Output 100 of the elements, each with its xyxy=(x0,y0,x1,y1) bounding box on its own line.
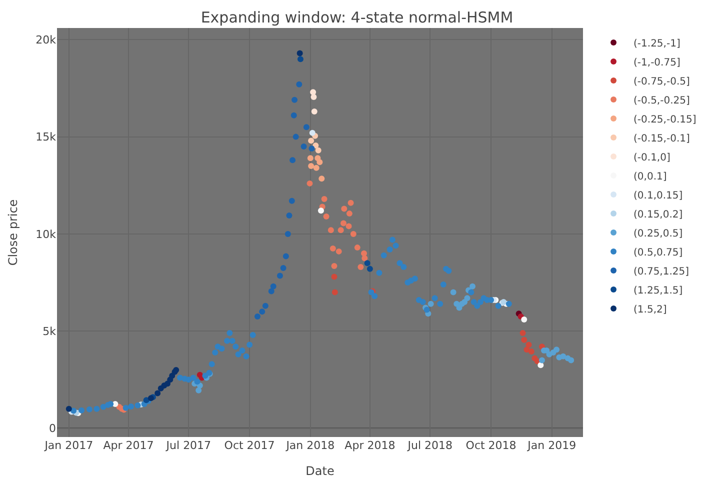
x-tick-label: Jan 2019 xyxy=(526,439,576,452)
point xyxy=(526,342,532,348)
point xyxy=(309,130,316,136)
point xyxy=(292,134,299,140)
point xyxy=(66,406,72,412)
point xyxy=(196,382,203,389)
point xyxy=(330,246,336,252)
point xyxy=(364,260,370,266)
legend-label: (-1,-0.75] xyxy=(634,57,680,68)
legend-label: (-0.1,0] xyxy=(634,152,670,164)
point xyxy=(366,266,373,272)
point xyxy=(296,50,303,56)
point xyxy=(282,253,289,260)
point xyxy=(310,94,317,100)
legend-label: (-0.15,-0.1] xyxy=(634,133,690,144)
point xyxy=(290,157,296,164)
point xyxy=(308,145,315,152)
point xyxy=(154,390,161,396)
x-tick-label: Oct 2018 xyxy=(466,439,516,452)
point xyxy=(254,314,260,320)
point xyxy=(262,302,268,309)
point xyxy=(331,263,338,270)
point xyxy=(308,162,314,169)
point xyxy=(338,227,344,234)
x-tick-label: Jul 2018 xyxy=(406,439,453,452)
legend-label: (0.15,0.2] xyxy=(634,209,683,220)
legend-label: (-0.75,-0.5] xyxy=(634,76,690,88)
point xyxy=(307,155,314,162)
point xyxy=(280,264,286,271)
point xyxy=(270,283,276,290)
point xyxy=(354,244,360,251)
point xyxy=(316,159,323,166)
point xyxy=(336,248,342,254)
point xyxy=(286,212,292,218)
point xyxy=(464,295,470,302)
y-tick-label: 0 xyxy=(49,422,56,436)
point xyxy=(470,283,476,290)
point xyxy=(568,357,574,364)
y-tick-label: 10k xyxy=(36,228,57,241)
point xyxy=(196,387,202,394)
point xyxy=(554,346,560,353)
point xyxy=(296,81,302,88)
y-axis-title: Close price xyxy=(6,199,20,266)
legend-label: (1.25,1.5] xyxy=(634,285,683,296)
point xyxy=(521,316,528,322)
point xyxy=(341,206,348,212)
point xyxy=(348,200,354,206)
point xyxy=(346,210,352,217)
point xyxy=(306,180,313,186)
point xyxy=(520,330,526,336)
x-tick-label: Jul 2017 xyxy=(165,439,212,452)
x-tick-label: Jan 2018 xyxy=(285,439,335,452)
legend-label: (0,0.1] xyxy=(634,171,667,182)
legend-label: (0.1,0.15] xyxy=(634,190,683,202)
point xyxy=(428,300,434,307)
point xyxy=(361,250,367,256)
x-tick-label: Apr 2017 xyxy=(103,439,154,452)
y-tick-label: 15k xyxy=(36,130,57,144)
point xyxy=(318,176,325,182)
point xyxy=(358,264,364,270)
legend-label: (1.5,2] xyxy=(634,304,667,316)
point xyxy=(340,220,346,226)
point xyxy=(328,227,334,234)
point xyxy=(332,289,338,296)
legend-label: (0.25,0.5] xyxy=(634,228,683,240)
y-tick-label: 20k xyxy=(36,34,57,47)
point xyxy=(538,357,545,364)
point xyxy=(350,230,356,237)
point xyxy=(297,56,304,62)
point xyxy=(538,362,544,368)
point xyxy=(560,353,566,360)
x-tick-label: Jan 2017 xyxy=(44,439,94,452)
point xyxy=(268,288,274,294)
point xyxy=(318,208,324,214)
x-axis-title: Date xyxy=(306,464,334,478)
point xyxy=(276,272,283,279)
point xyxy=(292,96,298,103)
point xyxy=(362,255,368,262)
point xyxy=(303,124,310,130)
legend-label: (-0.5,-0.25] xyxy=(634,95,690,106)
point xyxy=(288,198,295,204)
point xyxy=(323,213,330,220)
chart-title: Expanding window: 4-state normal-HSMM xyxy=(200,8,514,27)
legend-label: (0.75,1.25] xyxy=(634,266,690,278)
point xyxy=(331,274,338,280)
point xyxy=(313,164,320,171)
point xyxy=(528,348,534,355)
point xyxy=(290,112,297,118)
point xyxy=(450,289,456,296)
point xyxy=(308,138,314,144)
legend-label: (-1.25,-1] xyxy=(634,38,680,50)
point xyxy=(284,230,291,237)
point xyxy=(346,223,352,230)
x-tick-label: Apr 2018 xyxy=(344,439,396,452)
legend-label: (0.5,0.75] xyxy=(634,247,683,258)
point xyxy=(521,336,528,343)
point xyxy=(311,108,318,115)
legend-label: (-0.25,-0.15] xyxy=(634,114,696,126)
y-tick-label: 5k xyxy=(42,324,57,338)
point xyxy=(321,196,328,202)
